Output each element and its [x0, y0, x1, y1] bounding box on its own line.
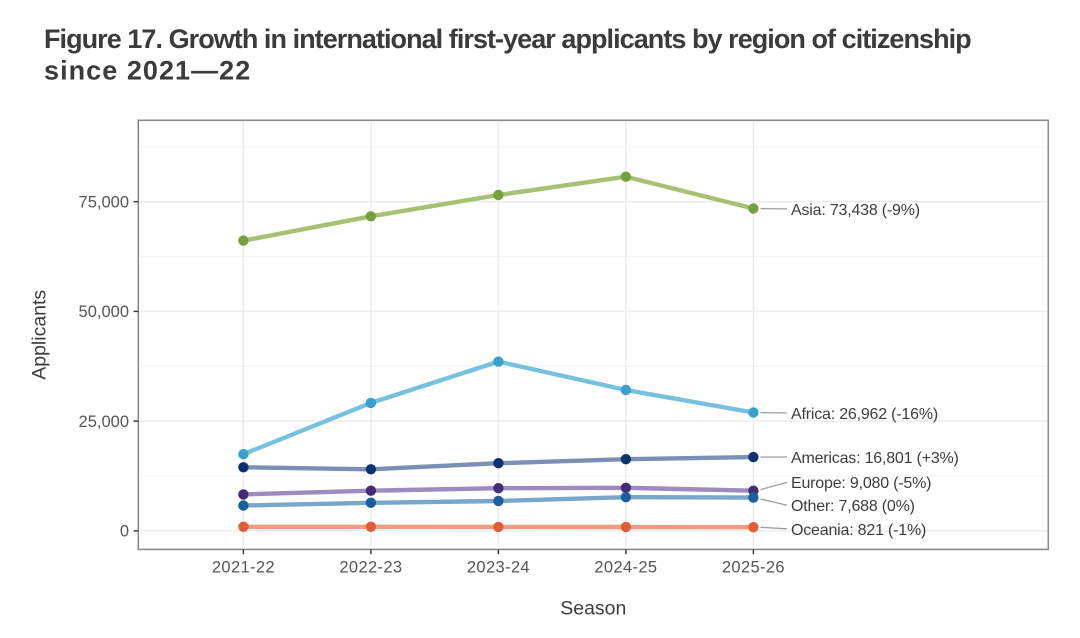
svg-text:0: 0 — [120, 523, 129, 541]
svg-text:Europe: 9,080 (-5%): Europe: 9,080 (-5%) — [791, 475, 931, 492]
svg-text:2024-25: 2024-25 — [594, 559, 657, 577]
svg-text:Oceania: 821 (-1%): Oceania: 821 (-1%) — [791, 522, 926, 539]
svg-text:Applicants: Applicants — [29, 290, 51, 380]
svg-text:2022-23: 2022-23 — [339, 559, 402, 577]
svg-text:Figure 17. Growth in internati: Figure 17. Growth in international first… — [44, 24, 971, 54]
svg-text:Africa: 26,962 (-16%): Africa: 26,962 (-16%) — [791, 406, 938, 423]
svg-text:Americas: 16,801 (+3%): Americas: 16,801 (+3%) — [791, 450, 959, 467]
svg-text:25,000: 25,000 — [79, 413, 129, 431]
svg-text:75,000: 75,000 — [79, 193, 129, 211]
svg-text:since 2021—22: since 2021—22 — [44, 55, 251, 85]
svg-text:2025-26: 2025-26 — [722, 559, 785, 577]
svg-text:Asia: 73,438 (-9%): Asia: 73,438 (-9%) — [791, 202, 920, 219]
svg-text:Season: Season — [560, 597, 626, 619]
svg-text:2021-22: 2021-22 — [212, 559, 275, 577]
svg-text:50,000: 50,000 — [79, 303, 129, 321]
svg-text:Other: 7,688 (0%): Other: 7,688 (0%) — [791, 498, 915, 515]
svg-text:2023-24: 2023-24 — [467, 559, 530, 577]
